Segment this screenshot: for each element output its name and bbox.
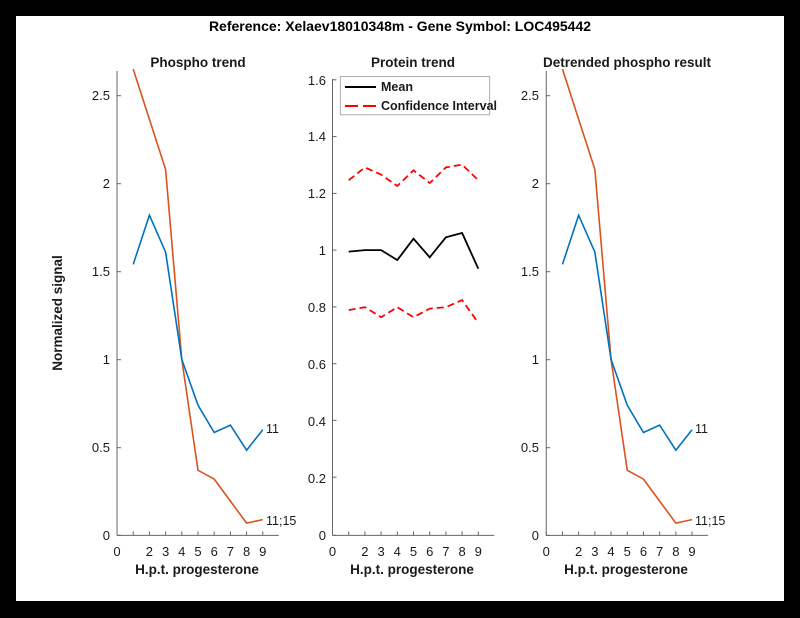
svg-text:1.5: 1.5 — [521, 264, 539, 279]
svg-text:3: 3 — [377, 544, 384, 559]
svg-text:Mean: Mean — [381, 80, 413, 94]
svg-text:2: 2 — [575, 544, 582, 559]
svg-text:1.4: 1.4 — [308, 129, 326, 144]
svg-text:8: 8 — [458, 544, 465, 559]
svg-text:6: 6 — [211, 544, 218, 559]
svg-text:5: 5 — [194, 544, 201, 559]
svg-text:Reference: Xelaev18010348m -: Reference: Xelaev18010348m - Gene Symbol… — [209, 18, 591, 34]
svg-text:11: 11 — [695, 422, 708, 436]
svg-text:H.p.t. progesterone: H.p.t. progesterone — [564, 562, 688, 577]
svg-text:11: 11 — [266, 422, 279, 436]
svg-text:H.p.t. progesterone: H.p.t. progesterone — [135, 562, 259, 577]
svg-text:5: 5 — [410, 544, 417, 559]
svg-text:0.6: 0.6 — [308, 357, 326, 372]
svg-text:4: 4 — [394, 544, 401, 559]
svg-text:0: 0 — [113, 544, 120, 559]
svg-text:11;15: 11;15 — [266, 514, 296, 528]
svg-text:7: 7 — [442, 544, 449, 559]
svg-text:Protein trend: Protein trend — [371, 55, 455, 70]
svg-text:Normalized signal: Normalized signal — [50, 255, 65, 371]
svg-text:1: 1 — [103, 352, 110, 367]
svg-text:2: 2 — [361, 544, 368, 559]
svg-text:Confidence Interval: Confidence Interval — [381, 99, 497, 113]
svg-text:2: 2 — [103, 176, 110, 191]
svg-text:6: 6 — [426, 544, 433, 559]
svg-text:2: 2 — [532, 176, 539, 191]
svg-text:7: 7 — [656, 544, 663, 559]
svg-text:8: 8 — [672, 544, 679, 559]
svg-text:9: 9 — [259, 544, 266, 559]
svg-text:9: 9 — [688, 544, 695, 559]
svg-text:0.5: 0.5 — [521, 440, 539, 455]
svg-text:1: 1 — [319, 243, 326, 258]
svg-text:Detrended phospho result: Detrended phospho result — [543, 55, 712, 70]
svg-text:1.5: 1.5 — [92, 264, 110, 279]
svg-text:3: 3 — [591, 544, 598, 559]
svg-text:9: 9 — [475, 544, 482, 559]
svg-text:3: 3 — [162, 544, 169, 559]
svg-text:6: 6 — [640, 544, 647, 559]
svg-text:0.2: 0.2 — [308, 471, 326, 486]
svg-text:Phospho trend: Phospho trend — [150, 55, 245, 70]
svg-text:0: 0 — [329, 544, 336, 559]
svg-text:1.6: 1.6 — [308, 73, 326, 88]
svg-text:0.4: 0.4 — [308, 414, 326, 429]
svg-text:7: 7 — [227, 544, 234, 559]
svg-text:11;15: 11;15 — [695, 514, 725, 528]
svg-text:1: 1 — [532, 352, 539, 367]
svg-text:8: 8 — [243, 544, 250, 559]
svg-text:0: 0 — [532, 528, 539, 543]
svg-text:H.p.t. progesterone: H.p.t. progesterone — [350, 562, 474, 577]
svg-text:0: 0 — [543, 544, 550, 559]
svg-text:0: 0 — [319, 528, 326, 543]
svg-text:2: 2 — [146, 544, 153, 559]
svg-text:4: 4 — [178, 544, 185, 559]
svg-text:0.5: 0.5 — [92, 440, 110, 455]
svg-text:0: 0 — [103, 528, 110, 543]
svg-text:2.5: 2.5 — [521, 88, 539, 103]
svg-text:5: 5 — [624, 544, 631, 559]
svg-text:1.2: 1.2 — [308, 186, 326, 201]
svg-text:2.5: 2.5 — [92, 88, 110, 103]
svg-text:4: 4 — [607, 544, 614, 559]
svg-text:0.8: 0.8 — [308, 300, 326, 315]
